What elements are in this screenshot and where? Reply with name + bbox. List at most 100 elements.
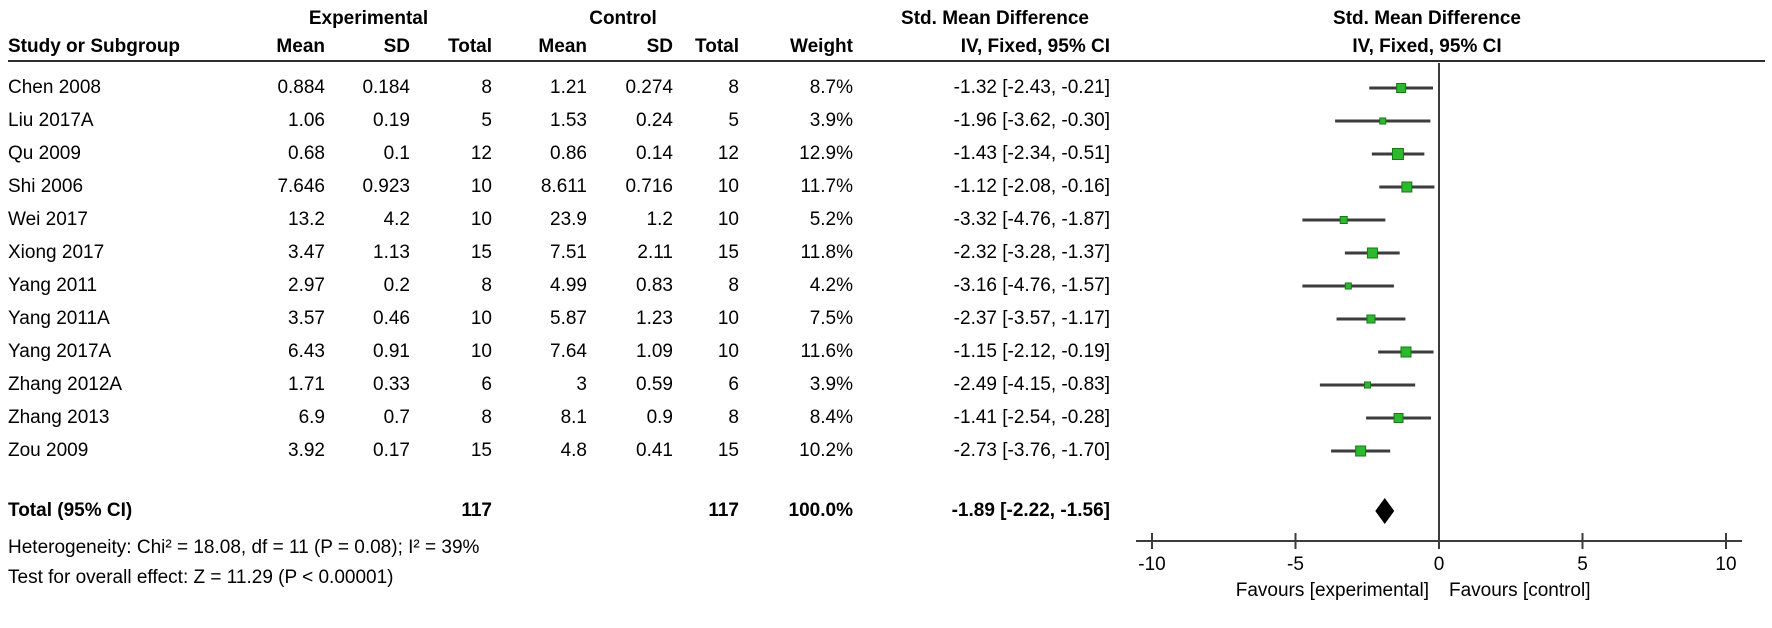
study-row: Yang 2011 2.97 0.2 8 4.99 0.83 8 4.2% -3.16 [-4.… [0,275,1112,297]
favours-control-label: Favours [control] [1449,580,1591,601]
ctrl-total-cell: 15 [717,242,739,263]
study-row: Qu 2009 0.68 0.1 12 0.86 0.14 12 12.9% -1.43 [-2… [0,143,1112,165]
study-row: Zou 2009 3.92 0.17 15 4.8 0.41 15 10.2% -2.73 [-… [0,440,1112,462]
study-name-cell: Chen 2008 [8,77,101,98]
exp-mean-cell: 0.68 [288,143,325,164]
effect-marker [1391,148,1404,160]
exp-sd-cell: 0.923 [362,176,410,197]
study-name-cell: Liu 2017A [8,110,94,131]
exp-total-cell: 15 [470,440,492,461]
exp-total-cell: 10 [470,341,492,362]
ctrl-total-cell: 15 [717,440,739,461]
study-name-cell: Yang 2011 [8,275,98,296]
study-row: Liu 2017A 1.06 0.19 5 1.53 0.24 5 3.9% -1.96 [-3… [0,110,1112,132]
ctrl-mean-cell: 8.611 [540,176,587,197]
forest-plot-graph: Std. Mean Difference IV, Fixed, 95% CI -10… [1136,8,1742,601]
ctrl-total-cell: 8 [728,407,739,428]
exp-total-cell: 10 [470,308,492,329]
weight-cell: 12.9% [799,143,853,164]
effect-marker [1401,181,1413,193]
group-header-experimental: Experimental [308,8,429,29]
ctrl-mean-cell: 5.87 [550,308,587,329]
ctrl-sd-cell: 0.59 [636,374,673,395]
ctrl-total-cell: 10 [717,308,739,329]
weight-cell: 100.0% [788,500,853,521]
ctrl-sd-cell: 0.41 [636,440,673,461]
ctrl-mean-cell: 3 [576,374,587,395]
axis-tick-label: 5 [1577,554,1588,575]
ctrl-sd-cell: 0.716 [625,176,673,197]
ci-cell: -2.49 [-4.15, -0.83] [953,374,1110,395]
exp-mean-cell: 1.06 [288,110,325,131]
weight-cell: 10.2% [799,440,853,461]
study-name-cell: Yang 2011A [8,308,110,329]
exp-total-cell: 8 [481,407,492,428]
ctrl-sd-cell: 1.23 [636,308,673,329]
ctrl-sd-cell: 1.2 [646,209,673,230]
exp-total-cell: 12 [470,143,492,164]
summary-diamond [1375,498,1395,524]
weight-cell: 7.5% [809,308,853,329]
col-header-exp-sd: SD [383,36,410,57]
ctrl-total-cell: 117 [708,500,739,521]
exp-sd-cell: 0.46 [373,308,410,329]
study-row: Xiong 2017 3.47 1.13 15 7.51 2.11 15 11.8% -2.32… [0,242,1112,264]
ctrl-mean-cell: 0.86 [550,143,587,164]
exp-sd-cell: 0.184 [362,77,410,98]
study-row: Zhang 2013 6.9 0.7 8 8.1 0.9 8 8.4% -1.41 [-2.54… [0,407,1112,429]
study-row: Zhang 2012A 1.71 0.33 6 3 0.59 6 3.9% -2.49 [-4.… [0,374,1112,396]
ci-cell: -1.41 [-2.54, -0.28] [953,407,1110,428]
ctrl-total-cell: 10 [717,209,739,230]
study-row: Yang 2011A 3.57 0.46 10 5.87 1.23 10 7.5% -2.37 … [0,308,1112,330]
weight-cell: 3.9% [809,110,853,131]
ctrl-mean-cell: 23.9 [550,209,587,230]
ci-cell: -2.32 [-3.28, -1.37] [953,242,1110,263]
exp-total-cell: 6 [481,374,492,395]
exp-sd-cell: 0.2 [383,275,410,296]
effect-marker [1339,216,1348,224]
ci-cell: -3.32 [-4.76, -1.87] [953,209,1110,230]
weight-cell: 4.2% [809,275,853,296]
plot-header-subtitle: IV, Fixed, 95% CI [1352,36,1501,57]
col-header-weight: Weight [790,36,853,57]
study-name-cell: Wei 2017 [8,209,88,230]
study-row: Chen 2008 0.884 0.184 8 1.21 0.274 8 8.7% -1.32 … [0,77,1112,99]
weight-cell: 5.2% [809,209,853,230]
exp-mean-cell: 13.2 [288,209,325,230]
ci-cell: -1.15 [-2.12, -0.19] [953,341,1110,362]
axis-tick-label: 0 [1434,554,1445,575]
plot-header-title: Std. Mean Difference [1333,8,1521,29]
ci-cell: -3.16 [-4.76, -1.57] [953,275,1110,296]
ctrl-sd-cell: 0.274 [625,77,673,98]
exp-mean-cell: 6.43 [288,341,325,362]
ctrl-mean-cell: 1.53 [550,110,587,131]
effect-marker [1366,247,1378,259]
study-row: Wei 2017 13.2 4.2 10 23.9 1.2 10 5.2% -3.32 [-4.… [0,209,1112,231]
ctrl-total-cell: 12 [717,143,739,164]
axis-tick-label: 10 [1715,554,1736,575]
effect-marker [1366,314,1376,324]
exp-sd-cell: 0.19 [373,110,410,131]
exp-total-cell: 10 [470,176,492,197]
exp-sd-cell: 0.33 [373,374,410,395]
exp-sd-cell: 1.13 [373,242,410,263]
heterogeneity-note: Heterogeneity: Chi² = 18.08, df = 11 (P … [8,537,480,558]
ctrl-mean-cell: 4.8 [560,440,587,461]
effect-marker [1396,83,1407,93]
ctrl-total-cell: 8 [728,275,739,296]
axis-tick-label: -10 [1138,554,1165,575]
col-header-ci: IV, Fixed, 95% CI [960,36,1110,57]
exp-mean-cell: 6.9 [298,407,325,428]
exp-total-cell: 117 [461,500,492,521]
ci-cell: -2.37 [-3.57, -1.17] [953,308,1110,329]
col-header-study: Study or Subgroup [8,36,181,57]
exp-sd-cell: 0.91 [373,341,410,362]
col-header-ctrl-sd: SD [646,36,673,57]
exp-mean-cell: 3.47 [288,242,325,263]
exp-mean-cell: 7.646 [277,176,325,197]
exp-mean-cell: 1.71 [288,374,325,395]
col-header-ctrl-mean: Mean [538,36,587,57]
ctrl-mean-cell: 4.99 [550,275,587,296]
study-row: Shi 2006 7.646 0.923 10 8.611 0.716 10 11.7% -1.… [0,176,1112,198]
